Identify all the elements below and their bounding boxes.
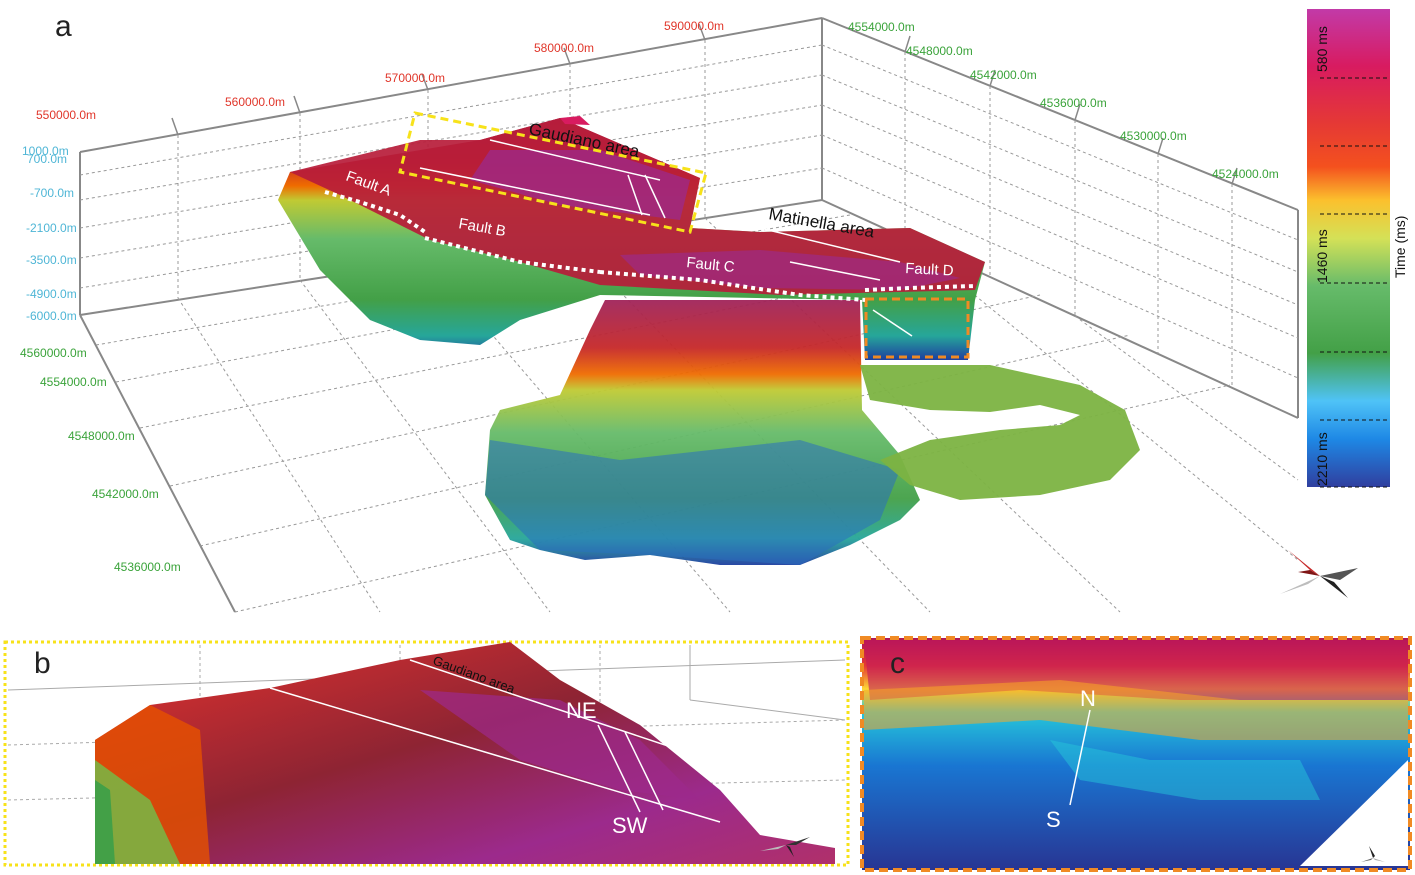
y-axis-back-ticks: 4554000.0m 4548000.0m 4542000.0m 4536000… [848,20,1279,181]
panel-b: Gaudiano area NE SW b [3,640,850,867]
z-tick: 700.0m [27,152,67,166]
y-tick: 4536000.0m [1040,96,1107,110]
colorbar: 580 ms 1460 ms 2210 ms Time (ms) [1307,9,1409,488]
z-tick: -4900.0m [26,287,77,301]
z-tick: -3500.0m [26,253,77,267]
panel-b-section-lines [269,659,721,823]
panel-c-fault-line [1069,709,1091,806]
y-tick: 4548000.0m [68,429,135,443]
gaudiano-surface [95,642,835,864]
panel-c-blank-corner [1300,760,1408,866]
z-tick: -2100.0m [26,221,77,235]
fault-d-label: Fault D [905,260,954,280]
x-tick: 580000.0m [534,41,594,55]
colorbar-tick-mid: 1460 ms [1314,229,1330,283]
y-axis-front-ticks: 4560000.0m 4554000.0m 4548000.0m 4542000… [20,346,181,574]
x-tick: 590000.0m [664,19,724,33]
horizon-surface [278,116,1140,565]
x-tick: 560000.0m [225,95,285,109]
compass-icon [760,837,810,857]
panel-b-sw-label: SW [612,813,648,838]
fault-c-trace [599,270,866,302]
y-tick: 4542000.0m [970,68,1037,82]
y-tick: 4524000.0m [1212,167,1279,181]
y-tick: 4548000.0m [906,44,973,58]
colorbar-gradient [1307,9,1390,487]
section-lines [419,139,913,337]
panel-c: N S c [860,636,1412,872]
z-axis-ticks: 1000.0m 700.0m -700.0m -2100.0m -3500.0m… [22,144,77,323]
panel-b-ne-label: NE [566,698,597,723]
gaudiano-highlight-box [398,111,708,234]
eastern-arm [860,365,1140,500]
y-tick: 4560000.0m [20,346,87,360]
fault-b-trace [424,236,601,274]
panel-c-n-label: N [1080,686,1096,711]
panel-a: a [20,10,1358,613]
matinella-highlight-box [864,297,970,359]
x-axis-ticks: 550000.0m 560000.0m 570000.0m 580000.0m … [36,19,724,122]
fault-traces [324,190,976,302]
deep-basin-shading [485,440,900,565]
y-tick: 4542000.0m [92,487,159,501]
colorbar-tick-top: 580 ms [1314,26,1330,72]
y-tick: 4536000.0m [114,560,181,574]
colorbar-dashes [1320,77,1390,488]
x-tick: 570000.0m [385,71,445,85]
compass-icon [1280,550,1358,598]
y-tick: 4530000.0m [1120,129,1187,143]
panel-b-letter: b [34,647,51,680]
y-tick: 4554000.0m [40,375,107,389]
colorbar-tick-bottom: 2210 ms [1314,432,1330,486]
compass-icon [1361,846,1385,862]
fault-c-label: Fault C [686,254,736,276]
panel-c-s-label: S [1046,807,1061,832]
z-tick: -700.0m [30,186,74,200]
colorbar-title: Time (ms) [1392,216,1408,278]
panel-a-letter: a [55,10,72,43]
panel-c-letter: c [890,647,905,680]
z-tick: 1000.0m [22,144,69,158]
y-tick: 4554000.0m [848,20,915,34]
fault-a-trace [324,190,427,234]
z-tick: -6000.0m [26,309,77,323]
fault-d-trace [864,284,976,292]
x-tick: 550000.0m [36,108,96,122]
